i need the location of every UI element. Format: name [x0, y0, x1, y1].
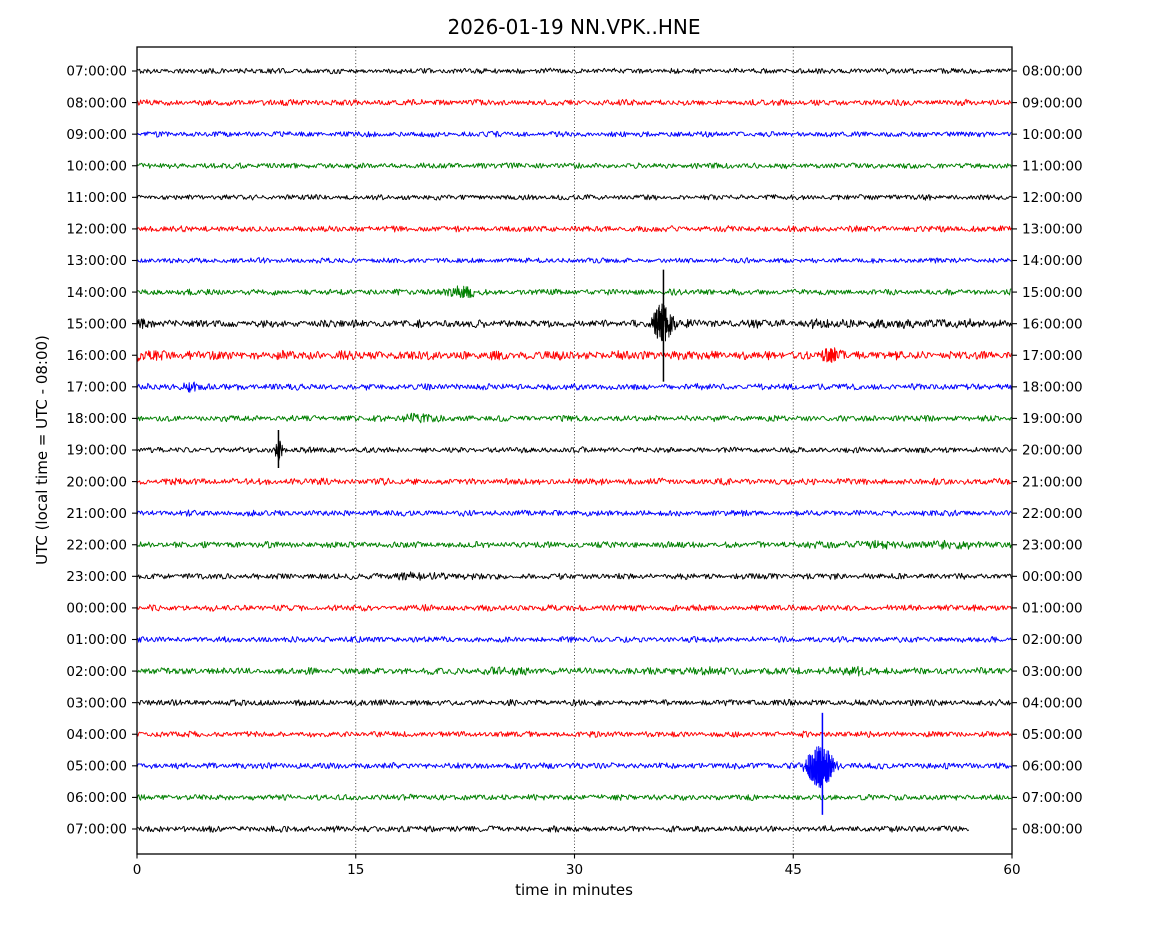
svg-text:05:00:00: 05:00:00 — [66, 759, 127, 775]
svg-text:22:00:00: 22:00:00 — [66, 537, 127, 553]
svg-text:22:00:00: 22:00:00 — [1022, 506, 1083, 522]
svg-text:14:00:00: 14:00:00 — [66, 285, 127, 301]
svg-text:18:00:00: 18:00:00 — [1022, 380, 1083, 396]
svg-text:00:00:00: 00:00:00 — [66, 601, 127, 617]
svg-text:09:00:00: 09:00:00 — [66, 127, 127, 143]
svg-text:07:00:00: 07:00:00 — [66, 822, 127, 838]
svg-text:01:00:00: 01:00:00 — [1022, 601, 1083, 617]
svg-text:06:00:00: 06:00:00 — [66, 790, 127, 806]
svg-text:16:00:00: 16:00:00 — [66, 348, 127, 364]
svg-text:07:00:00: 07:00:00 — [1022, 790, 1083, 806]
svg-text:45: 45 — [785, 862, 802, 878]
svg-text:11:00:00: 11:00:00 — [1022, 158, 1083, 174]
svg-text:20:00:00: 20:00:00 — [66, 474, 127, 490]
svg-text:10:00:00: 10:00:00 — [1022, 127, 1083, 143]
svg-text:02:00:00: 02:00:00 — [1022, 632, 1083, 648]
svg-text:09:00:00: 09:00:00 — [1022, 95, 1083, 111]
svg-text:20:00:00: 20:00:00 — [1022, 443, 1083, 459]
svg-text:06:00:00: 06:00:00 — [1022, 759, 1083, 775]
svg-text:21:00:00: 21:00:00 — [1022, 474, 1083, 490]
svg-text:08:00:00: 08:00:00 — [1022, 64, 1083, 80]
svg-text:08:00:00: 08:00:00 — [1022, 822, 1083, 838]
chart-title: 2026-01-19 NN.VPK..HNE — [447, 15, 700, 39]
svg-text:08:00:00: 08:00:00 — [66, 95, 127, 111]
svg-text:19:00:00: 19:00:00 — [1022, 411, 1083, 427]
svg-text:30: 30 — [566, 862, 583, 878]
traces — [136, 67, 1013, 833]
svg-text:13:00:00: 13:00:00 — [66, 253, 127, 269]
svg-text:21:00:00: 21:00:00 — [66, 506, 127, 522]
svg-text:04:00:00: 04:00:00 — [66, 727, 127, 743]
svg-text:15:00:00: 15:00:00 — [1022, 285, 1083, 301]
svg-text:03:00:00: 03:00:00 — [66, 695, 127, 711]
svg-text:60: 60 — [1003, 862, 1020, 878]
svg-text:13:00:00: 13:00:00 — [1022, 222, 1083, 238]
svg-text:05:00:00: 05:00:00 — [1022, 727, 1083, 743]
svg-text:07:00:00: 07:00:00 — [66, 64, 127, 80]
svg-text:04:00:00: 04:00:00 — [1022, 695, 1083, 711]
svg-text:23:00:00: 23:00:00 — [1022, 537, 1083, 553]
y-tick-labels-right: 08:00:00 09:00:00 10:00:00 11:00:00 12:00:00… — [1022, 64, 1083, 838]
svg-text:23:00:00: 23:00:00 — [66, 569, 127, 585]
y-ticks-left — [132, 70, 137, 830]
svg-text:12:00:00: 12:00:00 — [1022, 190, 1083, 206]
svg-text:12:00:00: 12:00:00 — [66, 222, 127, 238]
y-axis-label: UTC (local time = UTC - 08:00) — [33, 335, 51, 565]
y-ticks-right — [1012, 70, 1017, 830]
svg-text:0: 0 — [133, 862, 142, 878]
event-spike-lines — [277, 269, 824, 815]
svg-text:15:00:00: 15:00:00 — [66, 316, 127, 332]
svg-text:14:00:00: 14:00:00 — [1022, 253, 1083, 269]
svg-text:15: 15 — [347, 862, 364, 878]
x-tick-labels: 0 15 30 45 60 — [133, 862, 1021, 878]
x-ticks — [136, 854, 1013, 859]
svg-text:17:00:00: 17:00:00 — [1022, 348, 1083, 364]
svg-text:18:00:00: 18:00:00 — [66, 411, 127, 427]
svg-text:17:00:00: 17:00:00 — [66, 380, 127, 396]
x-axis-label: time in minutes — [515, 881, 633, 899]
svg-text:11:00:00: 11:00:00 — [66, 190, 127, 206]
svg-text:19:00:00: 19:00:00 — [66, 443, 127, 459]
svg-text:16:00:00: 16:00:00 — [1022, 316, 1083, 332]
svg-text:00:00:00: 00:00:00 — [1022, 569, 1083, 585]
svg-text:02:00:00: 02:00:00 — [66, 664, 127, 680]
svg-text:01:00:00: 01:00:00 — [66, 632, 127, 648]
y-tick-labels-left: 07:00:00 08:00:00 09:00:00 10:00:00 11:00:00… — [66, 64, 127, 838]
svg-text:03:00:00: 03:00:00 — [1022, 664, 1083, 680]
svg-text:10:00:00: 10:00:00 — [66, 158, 127, 174]
